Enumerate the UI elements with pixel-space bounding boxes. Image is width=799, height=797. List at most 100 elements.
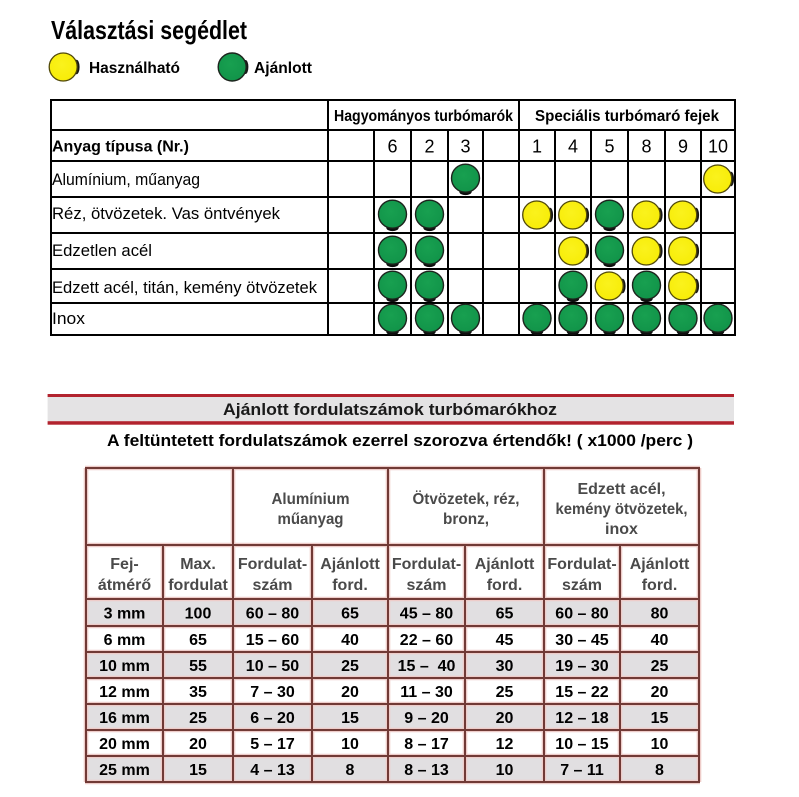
svg-text:30 – 45: 30 – 45 (555, 632, 608, 649)
svg-text:Ajánlott: Ajánlott (320, 556, 380, 573)
svg-text:20: 20 (651, 684, 669, 701)
svg-text:Ajánlott: Ajánlott (254, 60, 313, 77)
svg-text:Edzett acél, titán, kemény ötv: Edzett acél, titán, kemény ötvözetek (52, 278, 317, 297)
svg-text:10 – 50: 10 – 50 (246, 658, 299, 675)
svg-text:20: 20 (189, 736, 207, 753)
svg-text:5: 5 (604, 137, 614, 157)
svg-text:ford.: ford. (487, 577, 523, 594)
svg-text:25 mm: 25 mm (99, 762, 150, 779)
svg-text:6 – 20: 6 – 20 (250, 710, 295, 727)
svg-text:8: 8 (655, 762, 664, 779)
svg-text:20: 20 (496, 710, 514, 727)
svg-text:9: 9 (678, 137, 688, 157)
svg-text:Fordulat-: Fordulat- (238, 556, 307, 573)
svg-text:8: 8 (346, 762, 355, 779)
svg-text:100: 100 (185, 606, 212, 623)
svg-text:7 – 30: 7 – 30 (250, 684, 295, 701)
svg-text:10 mm: 10 mm (99, 658, 150, 675)
svg-text:9 – 20: 9 – 20 (404, 710, 449, 727)
svg-text:25: 25 (189, 710, 207, 727)
svg-text:bronz,: bronz, (443, 511, 489, 528)
svg-text:3: 3 (460, 137, 470, 157)
svg-text:10: 10 (651, 736, 669, 753)
svg-text:20 mm: 20 mm (99, 736, 150, 753)
svg-text:szám: szám (562, 577, 602, 594)
svg-text:10: 10 (341, 736, 359, 753)
svg-text:65: 65 (341, 606, 359, 623)
svg-text:Fej-: Fej- (110, 556, 138, 573)
svg-text:55: 55 (189, 658, 207, 675)
svg-text:A feltüntetett fordulatszámok: A feltüntetett fordulatszámok ezerrel sz… (107, 431, 693, 450)
svg-text:15: 15 (189, 762, 207, 779)
svg-text:1: 1 (532, 137, 542, 157)
svg-text:35: 35 (189, 684, 207, 701)
svg-text:10 – 15: 10 – 15 (555, 736, 608, 753)
svg-text:Edzetlen acél: Edzetlen acél (52, 241, 152, 260)
svg-text:Választási segédlet: Választási segédlet (51, 15, 247, 45)
svg-text:19 – 30: 19 – 30 (555, 658, 608, 675)
svg-text:Max.: Max. (180, 556, 216, 573)
svg-text:10: 10 (708, 137, 728, 157)
svg-text:műanyag: műanyag (278, 511, 344, 528)
svg-text:szám: szám (252, 577, 292, 594)
svg-text:15 – 22: 15 – 22 (555, 684, 608, 701)
svg-text:3 mm: 3 mm (104, 606, 146, 623)
svg-text:60 – 80: 60 – 80 (555, 606, 608, 623)
svg-text:Fordulat-: Fordulat- (392, 556, 461, 573)
svg-text:6 mm: 6 mm (104, 632, 146, 649)
svg-text:11 – 30: 11 – 30 (400, 684, 453, 701)
svg-text:Alumínium, műanyag: Alumínium, műanyag (52, 170, 200, 189)
svg-text:4 – 13: 4 – 13 (250, 762, 295, 779)
svg-text:60 – 80: 60 – 80 (246, 606, 299, 623)
svg-text:átmérő: átmérő (98, 577, 152, 594)
svg-text:65: 65 (189, 632, 207, 649)
svg-text:40: 40 (651, 632, 669, 649)
svg-text:12 mm: 12 mm (99, 684, 150, 701)
svg-text:inox: inox (605, 521, 638, 538)
svg-text:Hagyományos turbómarók: Hagyományos turbómarók (334, 108, 513, 125)
svg-text:25: 25 (651, 658, 669, 675)
svg-text:8 – 17: 8 – 17 (404, 736, 449, 753)
svg-text:10: 10 (496, 762, 514, 779)
svg-text:12: 12 (496, 736, 514, 753)
svg-text:40: 40 (341, 632, 359, 649)
svg-text:ford.: ford. (642, 577, 678, 594)
svg-text:Ajánlott: Ajánlott (475, 556, 535, 573)
svg-text:4: 4 (568, 137, 578, 157)
svg-text:Alumínium: Alumínium (272, 491, 350, 508)
svg-text:20: 20 (341, 684, 359, 701)
svg-text:25: 25 (341, 658, 359, 675)
svg-text:25: 25 (496, 684, 514, 701)
svg-text:Edzett acél,: Edzett acél, (577, 481, 665, 498)
svg-text:30: 30 (496, 658, 514, 675)
svg-text:Inox: Inox (52, 309, 86, 328)
svg-text:Ötvözetek, réz,: Ötvözetek, réz, (413, 489, 520, 508)
svg-text:16 mm: 16 mm (99, 710, 150, 727)
svg-text:15: 15 (341, 710, 359, 727)
svg-text:7 – 11: 7 – 11 (560, 762, 604, 779)
svg-text:65: 65 (496, 606, 514, 623)
svg-text:22 – 60: 22 – 60 (400, 632, 453, 649)
svg-text:fordulat: fordulat (168, 577, 228, 594)
svg-text:12 – 18: 12 – 18 (555, 710, 608, 727)
svg-text:8: 8 (641, 137, 651, 157)
svg-text:80: 80 (651, 606, 669, 623)
svg-text:Fordulat-: Fordulat- (547, 556, 616, 573)
svg-text:2: 2 (424, 137, 434, 157)
svg-text:szám: szám (406, 577, 446, 594)
svg-text:6: 6 (387, 137, 397, 157)
svg-text:45 – 80: 45 – 80 (400, 606, 453, 623)
svg-text:Speciális turbómaró fejek: Speciális turbómaró fejek (535, 108, 719, 125)
svg-text:15 – 60: 15 – 60 (246, 632, 299, 649)
svg-text:Használható: Használható (89, 60, 180, 77)
svg-text:Ajánlott fordulatszámok turbóm: Ajánlott fordulatszámok turbómarókhoz (223, 400, 557, 419)
svg-text:8 – 13: 8 – 13 (404, 762, 449, 779)
svg-text:15: 15 (651, 710, 669, 727)
svg-text:Ajánlott: Ajánlott (630, 556, 690, 573)
svg-text:5 – 17: 5 – 17 (250, 736, 295, 753)
svg-text:Réz, ötvözetek. Vas öntvények: Réz, ötvözetek. Vas öntvények (52, 204, 280, 223)
svg-text:45: 45 (496, 632, 514, 649)
svg-text:ford.: ford. (332, 577, 368, 594)
svg-text:Anyag típusa (Nr.): Anyag típusa (Nr.) (52, 139, 189, 156)
svg-text:kemény ötvözetek,: kemény ötvözetek, (556, 501, 688, 518)
